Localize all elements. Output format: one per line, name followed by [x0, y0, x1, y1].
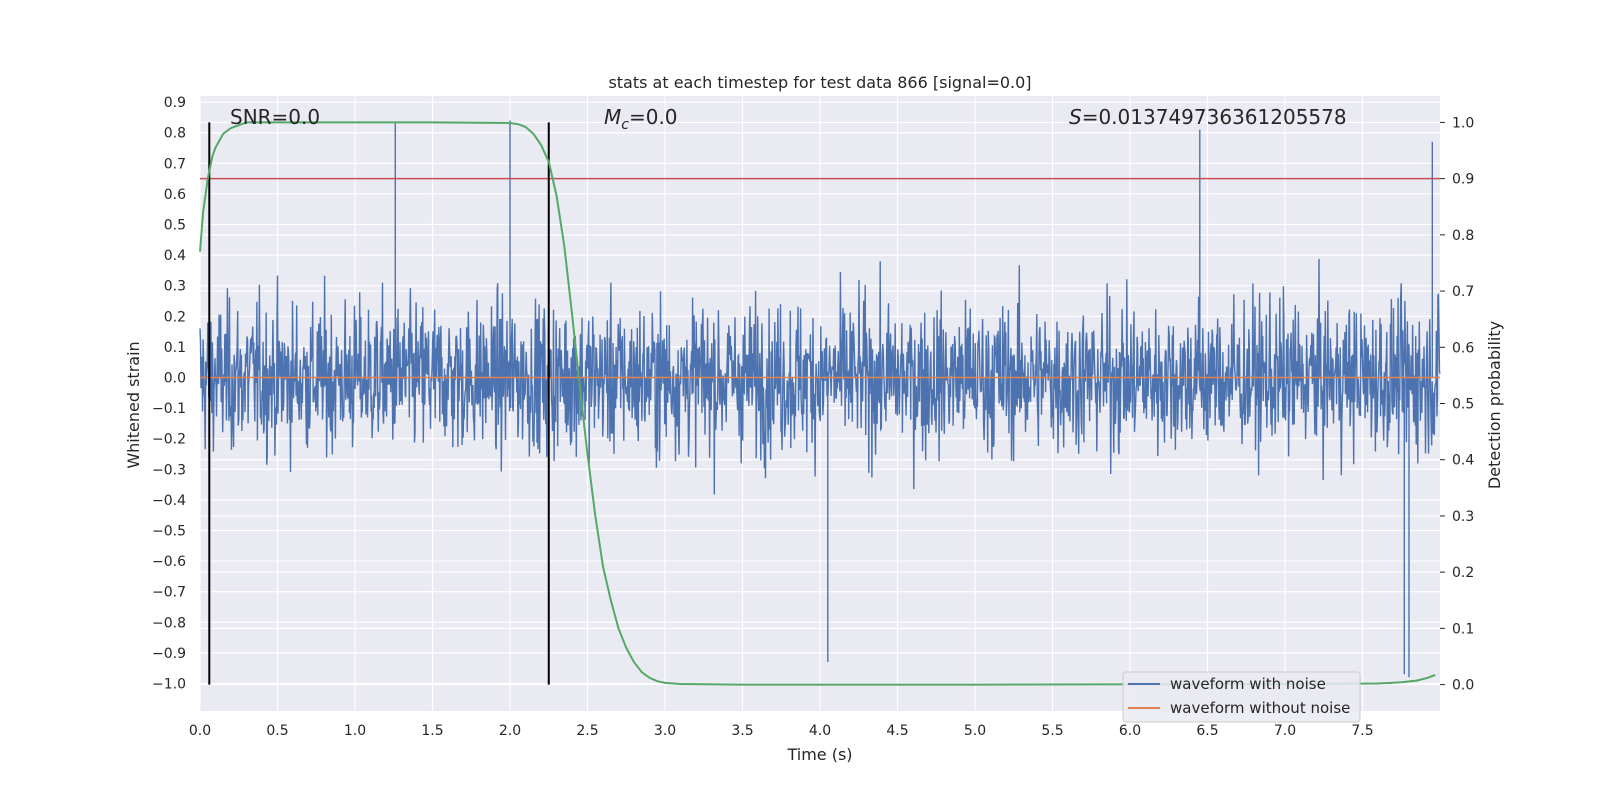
chart-title: stats at each timestep for test data 866…: [608, 73, 1031, 92]
overlay-lines: [199, 121, 1440, 686]
legend-label-waveform-without-noise: waveform without noise: [1170, 699, 1350, 717]
y-left-tick-label: −1.0: [152, 676, 186, 692]
y-right-tick-label: 0.7: [1452, 284, 1474, 300]
y-left-tick-label: 0.7: [164, 156, 186, 172]
y-right-tick-label: 0.2: [1452, 565, 1474, 581]
s-value: =0.013749736361205578: [1082, 105, 1347, 129]
y-left-tick-label: −0.6: [152, 554, 186, 570]
y-left-tick-label: 0.8: [164, 126, 186, 142]
x-tick-label: 6.0: [1119, 723, 1141, 739]
s-annotation: S=0.013749736361205578: [1069, 105, 1347, 129]
y-right-tick-label: 1.0: [1452, 115, 1474, 131]
snr-annotation: SNR=0.0: [230, 105, 320, 129]
y-left-tick-label: −0.5: [152, 523, 186, 539]
y-left-tick-label: −0.3: [152, 462, 186, 478]
x-tick-label: 1.0: [344, 723, 366, 739]
y-right-tick-label: 0.3: [1452, 509, 1474, 525]
x-tick-label: 0.0: [189, 723, 211, 739]
y-left-tick-label: 0.4: [164, 248, 186, 264]
y-left-tick-label: −0.4: [152, 493, 186, 509]
y-left-tick-label: −0.1: [152, 401, 186, 417]
y-right-tick-label: 0.8: [1452, 228, 1474, 244]
y-left-tick-label: −0.7: [152, 585, 186, 601]
s-symbol: S: [1069, 105, 1082, 129]
y-left-tick-label: 0.9: [164, 95, 186, 111]
y-left-tick-label: 0.6: [164, 187, 186, 203]
x-tick-label: 3.5: [731, 723, 753, 739]
x-tick-label: 2.0: [499, 723, 521, 739]
x-tick-label: 5.5: [1041, 723, 1063, 739]
x-tick-label: 7.5: [1351, 723, 1373, 739]
y-left-tick-label: −0.9: [152, 646, 186, 662]
y-left-tick-label: −0.2: [152, 432, 186, 448]
x-tick-label: 4.5: [886, 723, 908, 739]
y-left-tick-label: 0.1: [164, 340, 186, 356]
y-left-tick-label: 0.0: [164, 370, 186, 386]
legend: waveform with noise waveform without noi…: [1122, 671, 1361, 723]
y-right-tick-label: 0.5: [1452, 397, 1474, 413]
y-right-tick-label: 0.9: [1452, 172, 1474, 188]
chirp-mass-symbol: M: [604, 105, 621, 129]
series-waveform-with-noise: [199, 120, 1441, 678]
x-axis-label: Time (s): [786, 745, 852, 764]
x-tick-labels: 0.0 0.5 1.0 1.5 2.0 2.5 3.0 3.5 4.0 4.5 5.0 5.5 6.0 6…: [189, 723, 1374, 739]
x-tick-label: 5.0: [964, 723, 986, 739]
legend-label-waveform-with-noise: waveform with noise: [1170, 675, 1326, 693]
y-right-tick-label: 0.0: [1452, 678, 1474, 694]
y-right-tick-label: 0.4: [1452, 453, 1474, 469]
y-left-tick-label: 0.5: [164, 218, 186, 234]
y-left-tick-label: −0.8: [152, 615, 186, 631]
y-right-axis-label: Detection probability: [1485, 321, 1504, 489]
x-tick-label: 1.5: [421, 723, 443, 739]
x-tick-label: 2.5: [576, 723, 598, 739]
y-right-tick-label: 0.6: [1452, 340, 1474, 356]
detection-probability-line: [199, 121, 1436, 686]
waveform-with-noise-line: [199, 120, 1441, 678]
y-left-axis-label: Whitened strain: [124, 341, 143, 468]
y-left-tick-label: 0.3: [164, 279, 186, 295]
y-right-tick-label: 0.1: [1452, 621, 1474, 637]
y-left-tick-label: 0.2: [164, 309, 186, 325]
x-tick-label: 7.0: [1274, 723, 1296, 739]
chirp-mass-value: =0.0: [629, 105, 678, 129]
chirp-mass-subscript: c: [621, 117, 629, 133]
legend-box: [1122, 671, 1361, 723]
y-right-tick-labels: 1.0 0.9 0.8 0.7 0.6 0.5 0.4 0.3 0.2 0.1 0.0: [1440, 115, 1474, 694]
x-tick-label: 3.0: [654, 723, 676, 739]
x-tick-label: 0.5: [266, 723, 288, 739]
x-tick-label: 6.5: [1196, 723, 1218, 739]
chirp-mass-annotation: Mc=0.0: [604, 105, 678, 133]
x-tick-label: 4.0: [809, 723, 831, 739]
y-left-tick-labels: 0.9 0.8 0.7 0.6 0.5 0.4 0.3 0.2 0.1 0.0 −0.1 −0.2 −0…: [152, 95, 186, 692]
